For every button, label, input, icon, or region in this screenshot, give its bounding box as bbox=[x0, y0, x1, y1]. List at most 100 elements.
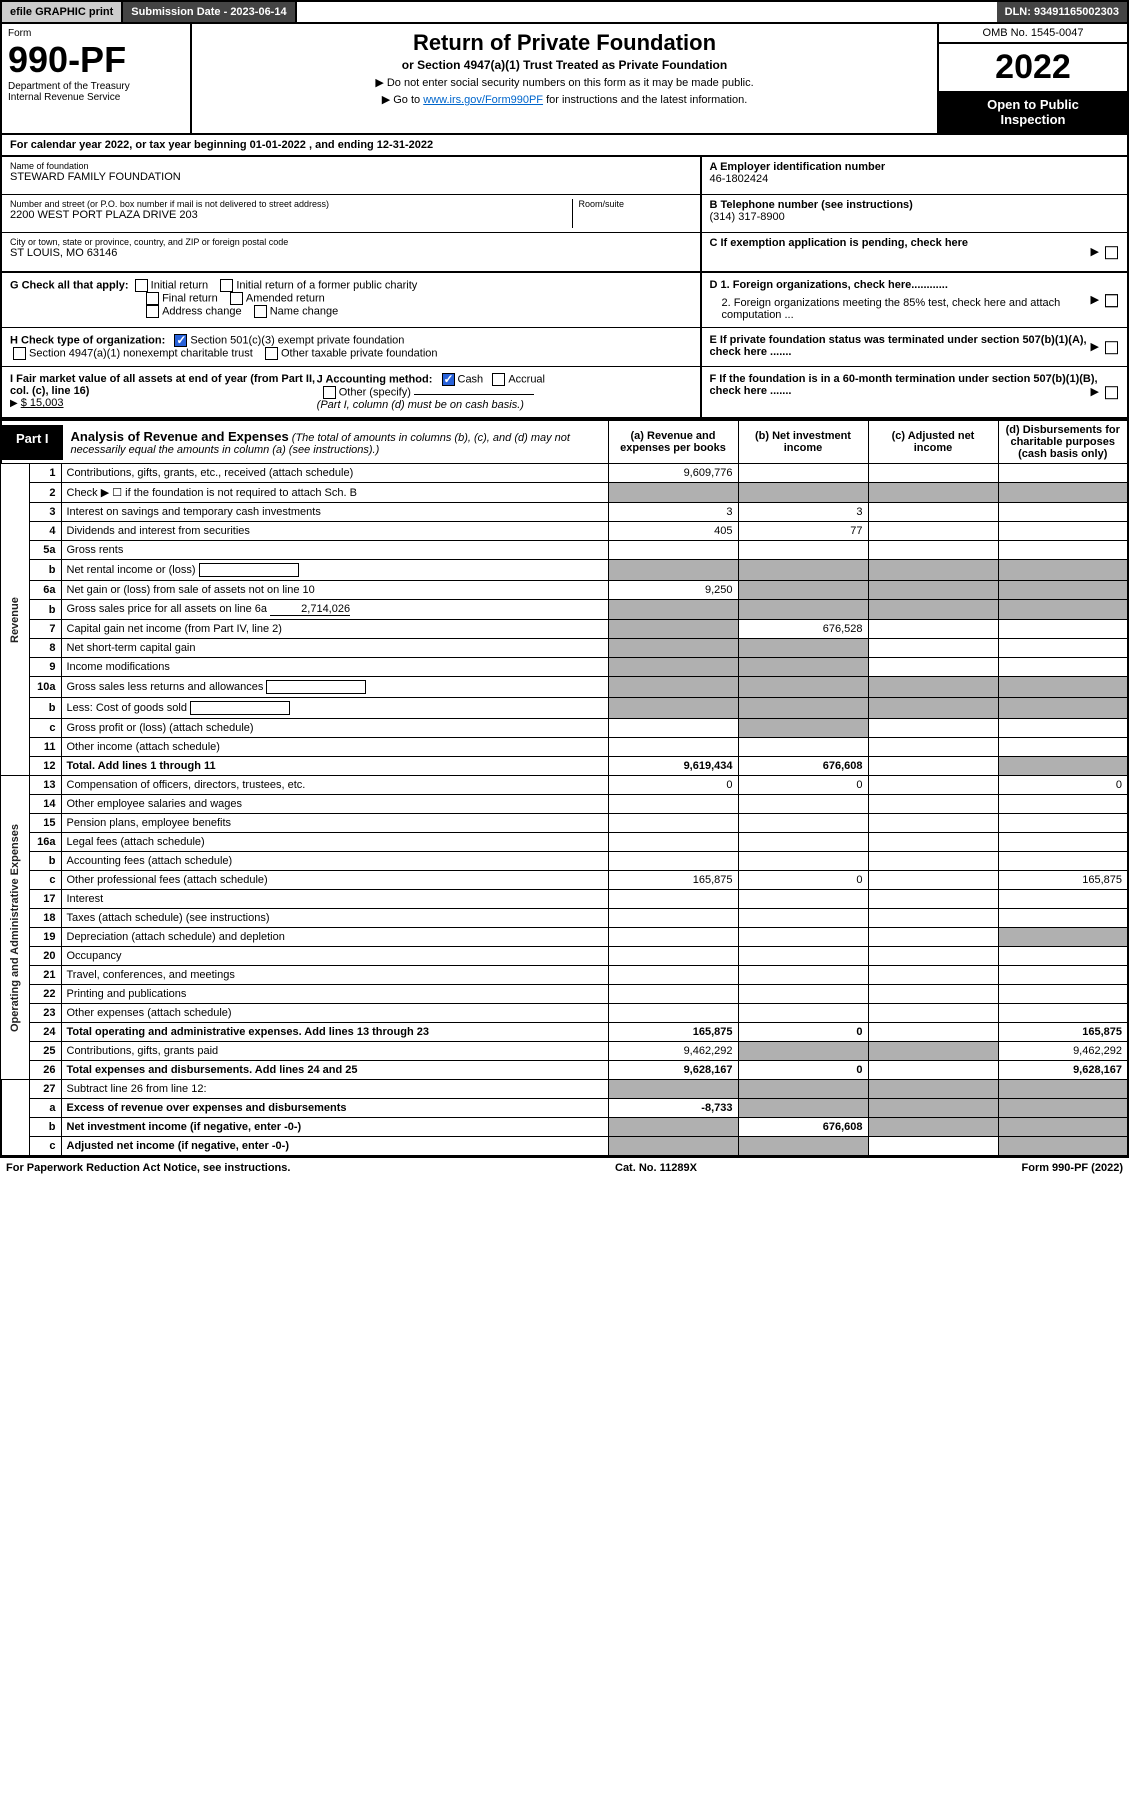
table-row: 7Capital gain net income (from Part IV, … bbox=[1, 620, 1128, 639]
c-checkbox[interactable] bbox=[1105, 246, 1118, 259]
initial-former-checkbox[interactable] bbox=[220, 279, 233, 292]
i-j-row: I Fair market value of all assets at end… bbox=[2, 367, 700, 417]
h-label: H Check type of organization: bbox=[10, 334, 165, 346]
room-label: Room/suite bbox=[579, 199, 692, 209]
table-cell bbox=[998, 738, 1128, 757]
table-cell bbox=[868, 890, 998, 909]
ein: 46-1802424 bbox=[710, 173, 1120, 185]
g-row: G Check all that apply: Initial return I… bbox=[2, 273, 700, 327]
col-a-header: (a) Revenue and expenses per books bbox=[608, 420, 738, 464]
table-cell bbox=[738, 852, 868, 871]
table-cell: 9,250 bbox=[608, 581, 738, 600]
table-cell bbox=[738, 966, 868, 985]
initial-return-checkbox[interactable] bbox=[135, 279, 148, 292]
address-change-checkbox[interactable] bbox=[146, 305, 159, 318]
table-cell bbox=[868, 658, 998, 677]
4947a1-checkbox[interactable] bbox=[13, 347, 26, 360]
table-cell bbox=[998, 795, 1128, 814]
table-cell bbox=[608, 833, 738, 852]
line-description: Gross profit or (loss) (attach schedule) bbox=[61, 719, 608, 738]
form-subtitle: or Section 4947(a)(1) Trust Treated as P… bbox=[198, 58, 931, 72]
line-number: 10a bbox=[29, 677, 61, 698]
name-change-checkbox[interactable] bbox=[254, 305, 267, 318]
table-cell bbox=[998, 560, 1128, 581]
table-cell bbox=[738, 909, 868, 928]
table-row: 15Pension plans, employee benefits bbox=[1, 814, 1128, 833]
table-row: 12Total. Add lines 1 through 119,619,434… bbox=[1, 757, 1128, 776]
table-cell bbox=[608, 909, 738, 928]
line-number: b bbox=[29, 698, 61, 719]
h-opt2: Section 4947(a)(1) nonexempt charitable … bbox=[29, 347, 253, 359]
f-checkbox[interactable] bbox=[1105, 386, 1118, 399]
f-row: F If the foundation is in a 60-month ter… bbox=[700, 367, 1128, 417]
open-to-public: Open to PublicInspection bbox=[939, 91, 1127, 133]
table-cell bbox=[868, 698, 998, 719]
line-number: 25 bbox=[29, 1042, 61, 1061]
table-cell bbox=[738, 658, 868, 677]
table-cell bbox=[868, 677, 998, 698]
table-cell bbox=[998, 833, 1128, 852]
line-description: Net investment income (if negative, ente… bbox=[61, 1118, 608, 1137]
table-cell bbox=[608, 738, 738, 757]
line-number: 19 bbox=[29, 928, 61, 947]
other-taxable-checkbox[interactable] bbox=[265, 347, 278, 360]
table-cell bbox=[608, 1118, 738, 1137]
top-bar-spacer bbox=[297, 2, 997, 22]
table-row: Operating and Administrative Expenses13C… bbox=[1, 776, 1128, 795]
table-cell bbox=[868, 814, 998, 833]
table-cell bbox=[868, 581, 998, 600]
table-cell bbox=[738, 698, 868, 719]
form-header-center: Return of Private Foundation or Section … bbox=[192, 24, 937, 133]
phone: (314) 317-8900 bbox=[710, 211, 1120, 223]
amended-return-checkbox[interactable] bbox=[230, 292, 243, 305]
omb-number: OMB No. 1545-0047 bbox=[939, 24, 1127, 44]
table-cell bbox=[998, 985, 1128, 1004]
table-cell bbox=[738, 600, 868, 620]
table-cell bbox=[868, 833, 998, 852]
h-opt1: Section 501(c)(3) exempt private foundat… bbox=[190, 334, 404, 346]
line-description: Contributions, gifts, grants, etc., rece… bbox=[61, 464, 608, 483]
table-cell bbox=[738, 1004, 868, 1023]
table-cell: 0 bbox=[738, 1061, 868, 1080]
g-label: G Check all that apply: bbox=[10, 279, 129, 291]
d2-checkbox[interactable] bbox=[1105, 294, 1118, 307]
line-description: Taxes (attach schedule) (see instruction… bbox=[61, 909, 608, 928]
final-return-checkbox[interactable] bbox=[146, 292, 159, 305]
table-cell bbox=[608, 620, 738, 639]
table-cell bbox=[998, 928, 1128, 947]
table-cell bbox=[608, 1004, 738, 1023]
e-checkbox[interactable] bbox=[1105, 341, 1118, 354]
line-number: c bbox=[29, 719, 61, 738]
form990pf-link[interactable]: www.irs.gov/Form990PF bbox=[423, 94, 543, 106]
table-cell bbox=[738, 947, 868, 966]
table-row: 21Travel, conferences, and meetings bbox=[1, 966, 1128, 985]
table-cell: 165,875 bbox=[998, 1023, 1128, 1042]
table-row: Revenue1Contributions, gifts, grants, et… bbox=[1, 464, 1128, 483]
table-row: 11Other income (attach schedule) bbox=[1, 738, 1128, 757]
other-method-checkbox[interactable] bbox=[323, 386, 336, 399]
line-number: 2 bbox=[29, 483, 61, 503]
line-number: c bbox=[29, 871, 61, 890]
table-cell bbox=[738, 677, 868, 698]
line-description: Total. Add lines 1 through 11 bbox=[61, 757, 608, 776]
table-cell bbox=[738, 560, 868, 581]
table-cell: 0 bbox=[738, 1023, 868, 1042]
line-description: Interest bbox=[61, 890, 608, 909]
line-number: 22 bbox=[29, 985, 61, 1004]
table-cell bbox=[998, 814, 1128, 833]
efile-print-label[interactable]: efile GRAPHIC print bbox=[2, 2, 123, 22]
info-left: Name of foundation STEWARD FAMILY FOUNDA… bbox=[2, 157, 700, 271]
col-c-header: (c) Adjusted net income bbox=[868, 420, 998, 464]
col-b-header: (b) Net investment income bbox=[738, 420, 868, 464]
note2-suffix: for instructions and the latest informat… bbox=[543, 94, 747, 106]
table-row: 19Depreciation (attach schedule) and dep… bbox=[1, 928, 1128, 947]
table-cell bbox=[738, 639, 868, 658]
table-cell bbox=[868, 483, 998, 503]
table-cell bbox=[868, 620, 998, 639]
table-cell bbox=[608, 698, 738, 719]
line-number: 27 bbox=[29, 1080, 61, 1099]
cash-checkbox[interactable] bbox=[442, 373, 455, 386]
accrual-checkbox[interactable] bbox=[492, 373, 505, 386]
i-label: I Fair market value of all assets at end… bbox=[10, 373, 315, 397]
501c3-checkbox[interactable] bbox=[174, 334, 187, 347]
